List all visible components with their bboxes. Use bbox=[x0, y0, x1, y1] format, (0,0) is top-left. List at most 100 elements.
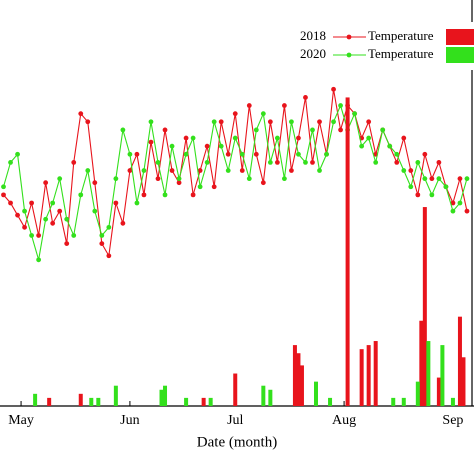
point bbox=[218, 119, 224, 125]
bar bbox=[345, 97, 350, 406]
point bbox=[99, 241, 105, 247]
point bbox=[450, 200, 456, 206]
point bbox=[373, 160, 379, 165]
point bbox=[120, 220, 126, 226]
legend-marker bbox=[346, 34, 352, 40]
point bbox=[169, 143, 175, 149]
point bbox=[317, 119, 322, 125]
point bbox=[155, 160, 161, 165]
point bbox=[225, 151, 231, 157]
bar bbox=[184, 397, 189, 406]
legend-swatch bbox=[446, 47, 474, 63]
bar bbox=[296, 353, 301, 406]
point bbox=[464, 208, 470, 214]
point bbox=[106, 224, 112, 230]
legend-swatch bbox=[446, 29, 474, 45]
bar bbox=[268, 389, 273, 406]
point bbox=[15, 212, 20, 218]
point bbox=[50, 200, 56, 206]
bar bbox=[292, 345, 297, 406]
point bbox=[183, 135, 189, 141]
point bbox=[246, 176, 252, 182]
x-tick-label: Jun bbox=[120, 413, 139, 428]
point bbox=[274, 135, 280, 141]
bar bbox=[159, 389, 164, 406]
x-tick-label: Aug bbox=[332, 413, 356, 428]
point bbox=[317, 168, 322, 173]
bar bbox=[233, 373, 238, 406]
legend bbox=[295, 22, 473, 70]
point bbox=[50, 220, 56, 226]
bar bbox=[163, 385, 168, 406]
point bbox=[239, 151, 245, 157]
bar bbox=[113, 385, 118, 406]
bar bbox=[419, 320, 424, 406]
point bbox=[274, 160, 280, 165]
point bbox=[401, 168, 407, 173]
point bbox=[57, 176, 63, 182]
point bbox=[204, 160, 210, 165]
point bbox=[359, 143, 365, 149]
point bbox=[394, 151, 400, 157]
x-tick-label: May bbox=[8, 413, 34, 428]
legend-label: Temperature bbox=[368, 46, 434, 61]
point bbox=[296, 135, 301, 141]
point bbox=[162, 192, 168, 198]
bar bbox=[261, 385, 266, 406]
bar bbox=[422, 207, 427, 406]
point bbox=[8, 160, 13, 165]
point bbox=[310, 160, 315, 165]
point bbox=[204, 143, 210, 149]
point bbox=[92, 208, 98, 214]
point bbox=[253, 151, 259, 157]
point bbox=[8, 200, 13, 206]
point bbox=[120, 127, 126, 133]
point bbox=[134, 200, 140, 206]
point bbox=[429, 176, 435, 182]
bar bbox=[366, 345, 371, 406]
point bbox=[338, 127, 343, 133]
point bbox=[127, 168, 133, 173]
point bbox=[43, 216, 49, 222]
point bbox=[282, 103, 287, 108]
point bbox=[1, 184, 6, 190]
point bbox=[422, 151, 428, 157]
point bbox=[310, 127, 315, 133]
bar bbox=[373, 341, 378, 406]
point bbox=[331, 86, 336, 92]
bar bbox=[401, 397, 406, 406]
point bbox=[443, 184, 449, 190]
point bbox=[366, 135, 372, 141]
x-axis-label: Date (month) bbox=[197, 434, 277, 450]
point bbox=[415, 160, 421, 165]
point bbox=[246, 103, 252, 108]
legend-year: 2020 bbox=[300, 46, 326, 61]
point bbox=[22, 208, 27, 214]
bar bbox=[328, 397, 333, 406]
bar bbox=[415, 381, 420, 406]
point bbox=[267, 160, 273, 165]
bar bbox=[457, 316, 462, 406]
point bbox=[1, 192, 6, 198]
point bbox=[429, 192, 435, 198]
point bbox=[148, 119, 154, 125]
point bbox=[36, 233, 42, 238]
point bbox=[78, 192, 84, 198]
point bbox=[457, 176, 463, 182]
point bbox=[303, 160, 308, 165]
point bbox=[422, 176, 428, 182]
bar bbox=[96, 397, 101, 406]
point bbox=[64, 216, 70, 222]
bar bbox=[450, 397, 455, 406]
bar bbox=[299, 365, 304, 406]
bar bbox=[89, 397, 94, 406]
point bbox=[183, 151, 189, 157]
point bbox=[64, 241, 70, 247]
point bbox=[155, 176, 161, 182]
point bbox=[225, 168, 231, 173]
point bbox=[218, 143, 224, 149]
point bbox=[78, 111, 84, 117]
point bbox=[387, 143, 393, 149]
point bbox=[190, 192, 196, 198]
point bbox=[29, 200, 34, 206]
